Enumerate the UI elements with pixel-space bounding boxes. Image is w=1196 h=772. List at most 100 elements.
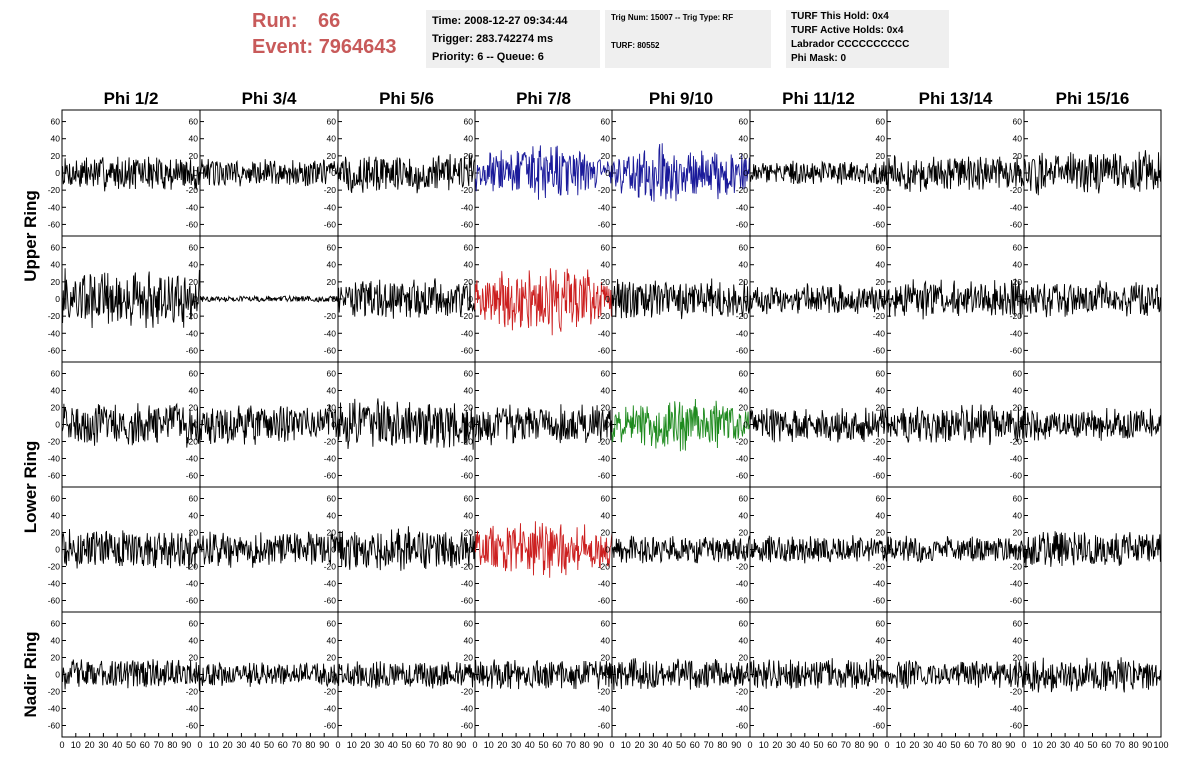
y-tick-label: -60	[598, 219, 611, 229]
x-tick-label: 20	[360, 740, 370, 750]
y-tick-label: 0	[1017, 420, 1022, 430]
x-tick-label: 60	[415, 740, 425, 750]
y-tick-label: 20	[327, 403, 337, 413]
x-tick-label: 40	[525, 740, 535, 750]
y-tick-label: -20	[324, 311, 337, 321]
time-info-box: Time: 2008-12-27 09:34:44 Trigger: 283.7…	[426, 10, 600, 68]
y-tick-label: -20	[598, 687, 611, 697]
y-tick-label: 40	[51, 636, 61, 646]
x-tick-label: 50	[538, 740, 548, 750]
y-tick-label: 0	[605, 670, 610, 680]
y-tick-label: -40	[736, 202, 749, 212]
x-tick-label: 100	[1153, 740, 1168, 750]
x-tick-label: 0	[884, 740, 889, 750]
y-tick-label: 60	[1013, 494, 1023, 504]
y-tick-label: 60	[739, 117, 749, 127]
waveform-r1-phi5	[611, 143, 751, 202]
y-tick-label: 0	[193, 168, 198, 178]
y-tick-label: 0	[468, 168, 473, 178]
y-tick-label: -60	[873, 471, 886, 481]
y-tick-label: -60	[461, 471, 474, 481]
y-tick-label: -60	[873, 596, 886, 606]
y-tick-label: -20	[186, 437, 199, 447]
y-tick-label: 20	[1013, 528, 1023, 538]
x-tick-label: 10	[71, 740, 81, 750]
y-tick-label: 0	[1017, 545, 1022, 555]
y-tick-label: -60	[324, 219, 337, 229]
x-tick-label: 90	[1005, 740, 1015, 750]
y-tick-label: 40	[739, 386, 749, 396]
y-tick-label: -20	[1010, 687, 1023, 697]
x-tick-label: 20	[772, 740, 782, 750]
y-tick-label: 40	[739, 134, 749, 144]
x-tick-label: 30	[511, 740, 521, 750]
y-tick-label: 40	[876, 134, 886, 144]
x-tick-label: 30	[923, 740, 933, 750]
y-tick-label: 20	[464, 653, 474, 663]
x-tick-label: 80	[167, 740, 177, 750]
y-tick-label: 40	[739, 260, 749, 270]
y-tick-label: -20	[324, 687, 337, 697]
y-tick-label: 20	[739, 528, 749, 538]
y-tick-label: 20	[51, 653, 61, 663]
x-tick-label: 20	[223, 740, 233, 750]
y-tick-label: -40	[48, 202, 61, 212]
waveform-r1-phi3	[337, 154, 476, 194]
labrador-text: Labrador CCCCCCCCCC	[791, 39, 910, 50]
x-tick-label: 30	[648, 740, 658, 750]
y-tick-label: 60	[189, 243, 199, 253]
y-tick-label: 20	[601, 403, 611, 413]
y-tick-label: 60	[51, 494, 61, 504]
y-tick-label: 40	[739, 636, 749, 646]
x-tick-label: 10	[1033, 740, 1043, 750]
y-tick-label: -60	[1010, 219, 1023, 229]
waveform-r1-phi2	[199, 158, 339, 187]
x-tick-label: 0	[747, 740, 752, 750]
time-text: Time: 2008-12-27 09:34:44	[432, 15, 568, 27]
y-tick-label: -40	[873, 579, 886, 589]
x-tick-label: 40	[662, 740, 672, 750]
event-value: 7964643	[318, 36, 397, 58]
y-tick-label: 20	[327, 653, 337, 663]
y-tick-label: 60	[464, 117, 474, 127]
x-tick-label: 90	[319, 740, 329, 750]
waveform-r3-phi7	[886, 404, 1025, 446]
y-tick-label: -60	[186, 345, 199, 355]
y-tick-label: 20	[327, 151, 337, 161]
y-tick-label: -40	[598, 704, 611, 714]
y-tick-label: -60	[736, 471, 749, 481]
y-tick-label: -40	[324, 579, 337, 589]
y-tick-label: 40	[189, 386, 199, 396]
x-tick-label: 20	[909, 740, 919, 750]
waveform-r4-phi8	[1023, 531, 1162, 568]
y-tick-label: 40	[876, 511, 886, 521]
y-tick-label: 20	[1013, 403, 1023, 413]
x-tick-label: 10	[621, 740, 631, 750]
y-tick-label: -40	[324, 202, 337, 212]
y-tick-label: -20	[186, 687, 199, 697]
turf-text: TURF: 80552	[611, 41, 660, 50]
y-tick-label: 0	[1017, 294, 1022, 304]
y-tick-label: 20	[51, 151, 61, 161]
y-tick-label: -20	[1010, 437, 1023, 447]
y-tick-label: -60	[324, 471, 337, 481]
y-tick-label: 0	[468, 420, 473, 430]
y-tick-label: -20	[461, 311, 474, 321]
y-tick-label: 20	[189, 528, 199, 538]
x-tick-label: 50	[950, 740, 960, 750]
y-tick-label: -20	[186, 562, 199, 572]
y-tick-label: 20	[739, 653, 749, 663]
x-tick-label: 60	[278, 740, 288, 750]
ring-label-1: Lower Ring	[21, 441, 40, 534]
phi-label-8: Phi 15/16	[1056, 89, 1130, 108]
phi-label-6: Phi 11/12	[782, 89, 855, 108]
y-tick-label: 60	[1013, 369, 1023, 379]
x-tick-label: 60	[690, 740, 700, 750]
y-tick-label: 0	[193, 420, 198, 430]
y-tick-label: -40	[461, 454, 474, 464]
y-tick-label: 20	[876, 403, 886, 413]
y-tick-label: 60	[739, 243, 749, 253]
y-tick-label: -60	[598, 596, 611, 606]
y-tick-label: 0	[880, 168, 885, 178]
x-tick-label: 20	[1046, 740, 1056, 750]
